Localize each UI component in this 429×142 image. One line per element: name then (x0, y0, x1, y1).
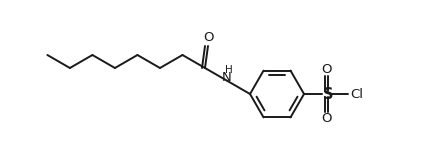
Text: O: O (203, 31, 213, 43)
Text: O: O (321, 112, 331, 126)
Text: H: H (225, 65, 233, 75)
Text: S: S (323, 86, 333, 102)
Text: Cl: Cl (350, 87, 363, 101)
Text: N: N (222, 70, 231, 83)
Text: O: O (321, 62, 331, 76)
